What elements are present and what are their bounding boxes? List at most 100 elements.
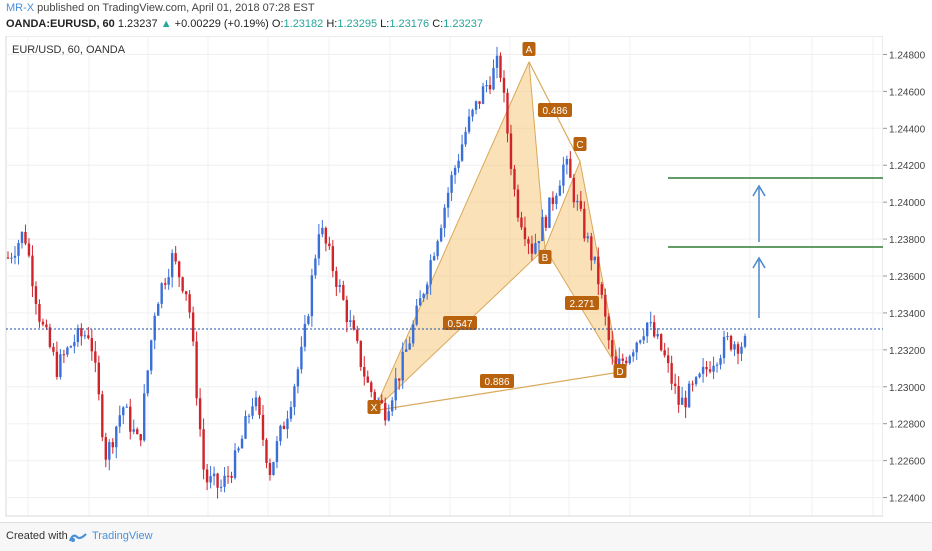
candle-body — [425, 284, 429, 295]
candle-body — [384, 402, 387, 421]
candle-body — [83, 335, 87, 337]
symbol-info: OANDA:EURUSD, 60 1.23237 ▲ +0.00229 (+0.… — [6, 18, 483, 30]
candle-body — [132, 429, 135, 432]
publish-info: MR-X published on TradingView.com, April… — [6, 2, 315, 14]
candle-body — [198, 398, 202, 430]
candle-body — [27, 243, 31, 256]
price-tick-label: 1.23600 — [889, 272, 926, 283]
pattern-xd-line — [373, 371, 621, 412]
candle-body — [684, 397, 687, 408]
open-label: O: — [271, 18, 284, 30]
tradingview-link[interactable]: TradingView — [92, 530, 153, 542]
candle-body — [415, 305, 418, 325]
price-axis-bg — [883, 36, 932, 516]
candle-body — [478, 101, 481, 104]
candle-body — [551, 197, 555, 204]
candle-body — [52, 346, 55, 352]
candle-body — [513, 168, 516, 190]
candle-body — [534, 243, 537, 254]
pattern-point-a: A — [526, 45, 533, 56]
candle-body — [41, 321, 45, 325]
chart-title: EUR/USD, 60, OANDA — [12, 44, 126, 56]
price-tick-label: 1.23000 — [889, 383, 926, 394]
candle-body — [366, 376, 369, 383]
candle-body — [321, 227, 324, 235]
candle-body — [191, 312, 195, 342]
candle-body — [349, 320, 352, 323]
candle-body — [342, 285, 345, 300]
candle-body — [639, 340, 642, 343]
candle-body — [645, 322, 649, 337]
candle-body — [146, 370, 149, 394]
up-arrow-icon: ▲ — [160, 18, 172, 30]
candle-body — [45, 324, 48, 328]
author-name[interactable]: MR-X — [6, 2, 35, 14]
candle-body — [216, 473, 219, 488]
candle-body — [108, 442, 111, 460]
candle-body — [209, 476, 212, 483]
candle-body — [300, 346, 303, 370]
candle-body — [55, 351, 59, 377]
candle-body — [303, 323, 307, 347]
candle-body — [363, 366, 366, 377]
candle-body — [422, 294, 425, 299]
candle-body — [443, 207, 446, 229]
candle-body — [628, 356, 631, 364]
pattern-ratio-label-bg — [538, 103, 572, 117]
candle-body — [506, 92, 509, 134]
low-label: L: — [380, 18, 390, 30]
candle-body — [632, 352, 635, 357]
candle-body — [38, 303, 41, 322]
candle-body — [670, 363, 673, 384]
candle-body — [453, 167, 457, 176]
price-axis[interactable]: 1.24800 1.24600 1.24400 1.24200 1.24000 1.238… — [883, 36, 932, 516]
candle-body — [705, 366, 708, 370]
candle-body — [398, 378, 401, 381]
candle-body — [722, 336, 726, 359]
candle-body — [223, 475, 226, 487]
close-label: C: — [432, 18, 444, 30]
price-tick-label: 1.22400 — [889, 494, 926, 505]
close-value: 1.23237 — [443, 18, 483, 30]
price-tick-label: 1.22600 — [889, 457, 926, 468]
price-tick-label: 1.24400 — [889, 124, 926, 135]
candle-body — [474, 101, 478, 110]
candle-body — [125, 406, 128, 408]
created-with-text: Created with — [6, 530, 68, 542]
candle-body — [495, 55, 499, 68]
candle-body — [156, 303, 160, 316]
candle-body — [726, 336, 729, 338]
last-price: 1.23237 — [117, 18, 158, 30]
pattern-point-b-bg — [538, 250, 552, 264]
candle-body — [181, 277, 184, 292]
candle-body — [467, 116, 471, 132]
candle-body — [6, 257, 10, 259]
time-axis[interactable]: 1516192021222326272829Apr34 — [6, 515, 883, 522]
candle-body — [212, 473, 216, 477]
up-arrow-head — [752, 256, 766, 269]
candle-body — [618, 358, 621, 366]
candle-body — [691, 383, 694, 385]
candle-body — [272, 462, 275, 476]
pattern-ratio-label: 0.547 — [447, 319, 472, 330]
candle-body — [411, 324, 415, 344]
candle-body — [268, 462, 272, 476]
candle-body — [17, 242, 20, 256]
candle-body — [565, 158, 569, 165]
candle-body — [345, 299, 349, 323]
pattern-ratio-label: 2.271 — [569, 299, 594, 310]
candle-body — [73, 342, 76, 347]
price-chart[interactable]: EUR/USD, 60, OANDA X A B C D 0.486 0.547 2.271 0… — [0, 36, 932, 522]
candle-body — [286, 418, 289, 429]
candle-body — [324, 227, 328, 244]
candle-body — [481, 86, 485, 104]
candle-body — [163, 283, 167, 285]
candle-body — [13, 255, 17, 258]
candle-body — [509, 133, 513, 169]
candle-body — [687, 383, 691, 408]
candle-body — [611, 340, 614, 357]
pattern-ratio-label: 0.886 — [484, 377, 509, 388]
candle-body — [659, 334, 663, 351]
candle-body — [579, 200, 583, 209]
candle-body — [625, 360, 628, 364]
